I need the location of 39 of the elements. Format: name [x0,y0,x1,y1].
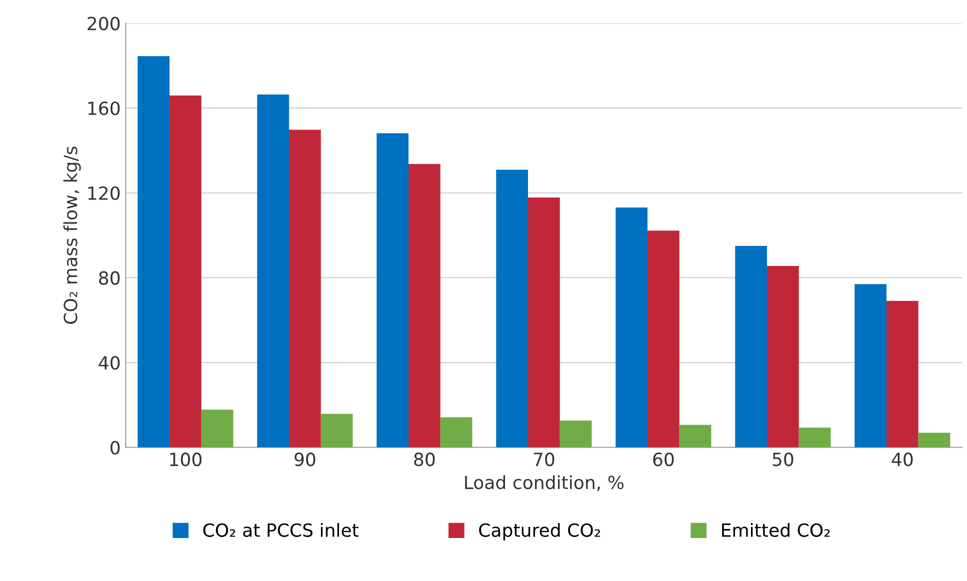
bar [648,230,680,448]
y-tick-label: 40 [98,356,120,370]
x-tick-label: 100 [170,452,202,466]
bar [408,164,440,448]
x-axis-title: Load condition, % [465,475,624,492]
bar [320,414,353,448]
x-tick-label: 90 [294,452,316,466]
y-tick-label: 200 [88,16,120,30]
bar [616,208,648,448]
bar [289,130,321,448]
bar [886,300,918,448]
bar [560,420,592,448]
x-tick-label: 70 [534,452,554,466]
x-tick-label: 50 [772,452,794,466]
bar [735,246,767,448]
bar [138,56,170,448]
x-tick-label: 80 [414,452,435,466]
y-tick-label: 80 [99,271,120,285]
y-tick-label: 0 [110,440,120,454]
legend-label: Captured CO₂ [479,523,600,540]
legend-label: CO₂ at PCCS inlet [203,523,358,537]
y-tick-label: 160 [88,102,120,116]
bar [440,417,472,448]
bar [528,198,560,448]
x-tick-label: 60 [653,452,674,466]
bar [376,133,409,448]
bar [798,428,831,448]
bar [170,96,202,448]
bar [854,284,886,448]
bar [918,432,950,448]
bar [766,266,799,448]
bar [257,94,290,448]
bar [496,170,528,448]
x-tick-label: 40 [892,452,913,466]
bar [679,424,712,448]
bar [201,410,234,448]
y-tick-label: 120 [88,186,120,200]
y-axis-title: CO₂ mass flow, kg/s [63,146,81,324]
legend-label: Emitted CO₂ [722,523,830,537]
